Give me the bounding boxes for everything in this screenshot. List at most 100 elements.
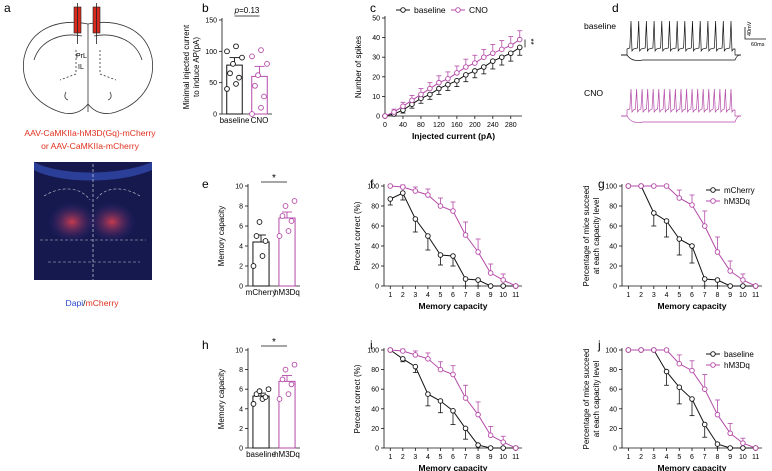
data-point [727, 430, 733, 437]
data-point [264, 61, 270, 67]
x-tick-label: hM3Dq [274, 450, 300, 459]
data-point [714, 411, 721, 418]
x-tick-label: hM3Dq [274, 288, 300, 297]
bar-hM3Dq [278, 380, 296, 449]
data-point [512, 283, 519, 289]
data-point [625, 347, 632, 353]
data-point [233, 81, 239, 87]
legend-label: baseline [724, 350, 754, 359]
x-tick-label: 1 [626, 454, 630, 461]
data-point [676, 384, 683, 390]
x-tick-label: 2 [639, 454, 643, 461]
y-tick-label: 40 [609, 406, 617, 413]
data-point [689, 396, 695, 402]
y-tick-label: 10 [372, 94, 380, 101]
x-tick-label: 11 [752, 292, 759, 299]
x-tick-label: 120 [433, 122, 445, 129]
data-point [288, 381, 295, 388]
data-point [689, 243, 695, 249]
data-point [239, 54, 245, 61]
y-tick-label: 8 [239, 367, 243, 374]
data-point [676, 360, 683, 367]
data-point [701, 276, 708, 282]
significance-p-symbol: p [234, 6, 240, 15]
panel-letter-d: d [612, 1, 619, 15]
x-tick-label: 10 [499, 454, 507, 461]
x-tick-label: 80 [417, 122, 425, 129]
x-tick-label: 5 [677, 292, 681, 299]
y-tick-label: 4 [239, 244, 243, 251]
series-hM3Dq [387, 183, 519, 289]
y-axis-label: Percentage of mice succeed [582, 186, 591, 287]
data-point [412, 363, 419, 370]
data-point [689, 202, 695, 208]
data-point [259, 253, 266, 259]
data-point [400, 190, 406, 196]
data-point [475, 277, 481, 283]
data-point [250, 401, 257, 407]
x-tick-label: 4 [426, 454, 430, 461]
x-tick-label: 11 [752, 454, 759, 461]
data-point [445, 81, 451, 88]
x-tick-label: 5 [439, 292, 443, 299]
series-hM3Dq [625, 183, 759, 289]
y-tick-label: 0 [213, 112, 217, 119]
x-tick-label: 10 [739, 454, 747, 461]
panel-letter-e: e [202, 177, 209, 191]
data-point [472, 60, 478, 66]
cannula-left [73, 3, 82, 44]
y-tick-label: 0 [239, 284, 243, 291]
series-CNO [382, 30, 523, 119]
x-tick-label: 4 [426, 292, 430, 299]
data-point [500, 445, 506, 451]
x-tick-label: 9 [728, 292, 732, 299]
data-point [462, 232, 469, 238]
data-point [450, 208, 456, 214]
y-tick-label: 100 [367, 348, 379, 355]
data-point [262, 394, 269, 400]
data-point [517, 44, 523, 51]
data-point [638, 183, 644, 189]
data-point [256, 219, 263, 225]
y-tick-label: 80 [609, 204, 617, 211]
y-tick-label: 40 [371, 406, 379, 413]
legend-label: CNO [469, 5, 488, 15]
x-axis-label: Memory capacity [419, 301, 488, 311]
x-tick-label: 9 [489, 292, 493, 299]
data-point [400, 356, 406, 362]
panel-a: a PrL IL AAV-CaMKIIa-hM3D(Gq)-mCherry or… [4, 1, 156, 308]
data-point [437, 366, 444, 373]
x-axis-label: Memory capacity [658, 463, 727, 471]
stain-dapi: Dapi [65, 298, 83, 308]
data-point [740, 440, 746, 446]
data-point [714, 441, 721, 447]
data-point [391, 109, 397, 115]
x-tick-label: 8 [716, 454, 720, 461]
data-point [418, 91, 424, 98]
y-axis-label: Number of spikes [354, 36, 363, 98]
x-tick-label: CNO [251, 116, 269, 125]
region-boundary [59, 50, 117, 81]
series-line [390, 185, 516, 287]
y-tick-label: 60 [609, 387, 617, 394]
data-point [224, 86, 230, 92]
data-point [508, 42, 514, 49]
x-tick-label: 1 [388, 454, 392, 461]
y-tick-label: 6 [239, 224, 243, 231]
data-point [676, 236, 683, 242]
data-point [740, 283, 746, 289]
data-point [291, 198, 298, 204]
y-tick-label: 50 [372, 16, 380, 23]
y-tick-label: 100 [367, 184, 379, 191]
data-point [651, 210, 657, 216]
x-tick-label: baseline [246, 450, 276, 459]
data-point [249, 53, 255, 60]
y-tick-label: 60 [371, 387, 379, 394]
panel-letter-a: a [4, 1, 11, 15]
data-point [701, 223, 708, 229]
y-tick-label: 80 [609, 367, 617, 374]
x-tick-label: 8 [476, 292, 480, 299]
chart-b: b 0 50 100 150 Minimal injected current to ind… [182, 1, 272, 125]
series-hM3Dq [387, 347, 519, 451]
